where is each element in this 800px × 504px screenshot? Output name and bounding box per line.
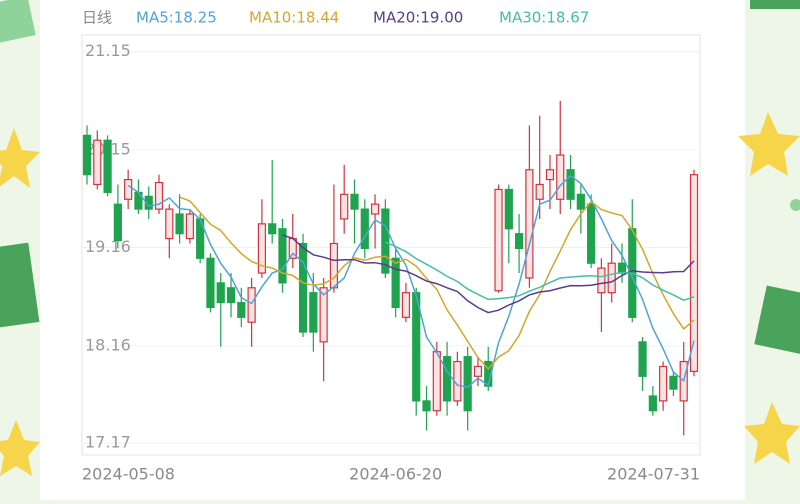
candle-body: [412, 292, 421, 402]
candle-body: [617, 262, 627, 274]
candle-body: [669, 375, 678, 390]
candle-body: [370, 203, 380, 215]
candle-body: [504, 188, 513, 230]
panel: [40, 0, 745, 500]
candle-body: [597, 267, 606, 294]
ma-line: [385, 241, 695, 302]
candle-body: [484, 360, 493, 387]
candle-body: [298, 242, 308, 333]
star: [744, 402, 800, 464]
y-tick-label: 21.15: [85, 41, 131, 60]
candle-body: [391, 257, 400, 309]
legend-entry: MA30:18.67: [499, 9, 589, 27]
candle-body: [82, 134, 92, 176]
candle-body: [648, 395, 657, 412]
ma-line: [127, 174, 695, 388]
plot-frame: [81, 34, 701, 456]
gift-box: [0, 242, 40, 328]
candle-body: [556, 154, 565, 200]
x-tick-label: 2024-06-20: [349, 465, 442, 484]
candle-body: [124, 178, 133, 200]
legend-entry: MA5:18.25: [136, 9, 217, 27]
candle-body: [278, 228, 287, 284]
y-tick-label: 17.17: [85, 433, 131, 452]
candle-body: [206, 257, 215, 309]
candle-body: [659, 365, 668, 402]
candle-body: [463, 356, 472, 412]
candle-body: [319, 287, 328, 343]
candle-body: [329, 242, 339, 289]
candle-body: [432, 351, 441, 412]
candle-body: [689, 174, 699, 372]
candle-body: [607, 262, 616, 294]
legend-entry: MA10:18.44: [249, 9, 339, 27]
candle-body: [113, 203, 122, 242]
gift-box: [754, 285, 800, 355]
candle-body: [268, 223, 277, 235]
candle-body: [442, 356, 452, 402]
candle-body: [350, 193, 359, 210]
candle-body: [185, 213, 194, 240]
candle-body: [638, 341, 647, 377]
x-tick-label: 2024-05-08: [82, 465, 175, 484]
candle-body: [494, 188, 503, 292]
candle-body: [216, 282, 225, 304]
candle-body: [473, 365, 483, 377]
candle-body: [165, 208, 174, 240]
candle-body: [154, 181, 164, 210]
candle-body: [566, 169, 575, 200]
candle-body: [247, 287, 256, 323]
candle-body: [401, 292, 411, 318]
star: [0, 128, 40, 188]
candle-body: [545, 169, 555, 181]
gift-box: [0, 0, 36, 44]
star: [738, 112, 800, 176]
candle-body: [103, 139, 112, 193]
candle-body: [515, 233, 524, 250]
ma-line: [282, 234, 695, 314]
gift-box: [750, 0, 800, 9]
dot: [790, 199, 800, 211]
candle-body: [309, 292, 318, 333]
y-tick-label: 19.16: [85, 237, 131, 256]
legend-entry: MA20:19.00: [373, 9, 463, 27]
candle-body: [587, 203, 596, 264]
candle-body: [237, 301, 246, 318]
candle-body: [381, 208, 390, 274]
candle-body: [257, 223, 266, 274]
candle-body: [535, 183, 544, 200]
candle-body: [422, 400, 431, 412]
candle-body: [525, 169, 534, 279]
decorations: [0, 0, 800, 476]
star: [0, 420, 40, 476]
candle-body: [340, 193, 349, 220]
candle-body: [360, 208, 369, 250]
ma-line: [179, 196, 695, 371]
period-label: 日线: [82, 9, 112, 27]
y-tick-label: 18.16: [85, 335, 131, 354]
candle-body: [576, 193, 585, 210]
candle-body: [93, 139, 102, 186]
candle-body: [175, 213, 184, 235]
x-tick-label: 2024-07-31: [607, 465, 700, 484]
candle-body: [226, 287, 236, 304]
